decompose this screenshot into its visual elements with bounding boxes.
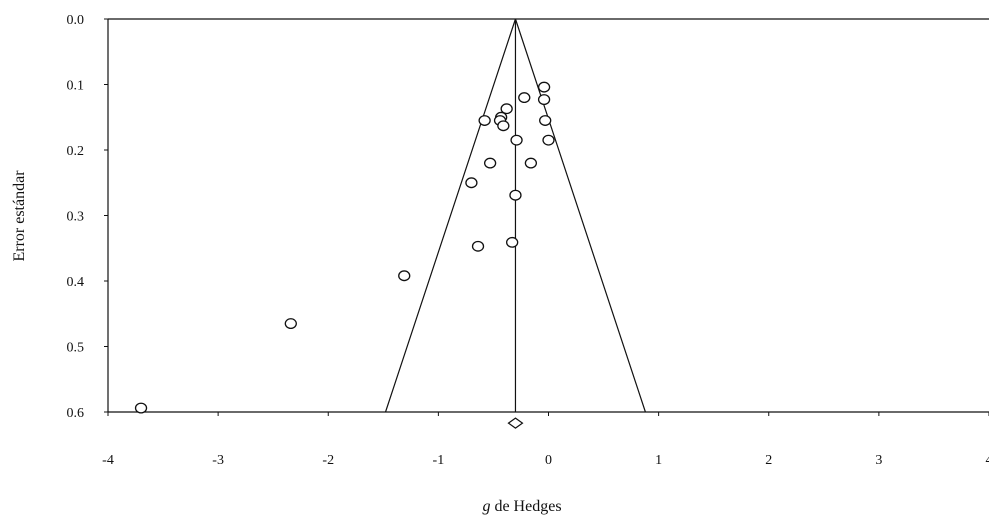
x-tick-label: 4 xyxy=(986,453,989,468)
study-point xyxy=(483,157,497,169)
study-point xyxy=(500,103,513,115)
study-point xyxy=(284,318,297,330)
study-point xyxy=(465,177,478,189)
y-tick-label: 0.6 xyxy=(67,406,85,421)
study-point xyxy=(518,92,531,104)
x-axis-title-text: de Hedges xyxy=(490,498,561,515)
y-tick-label: 0.2 xyxy=(67,144,85,159)
x-axis-title: g de Hedges xyxy=(482,498,561,515)
study-point xyxy=(134,402,148,414)
study-point xyxy=(510,134,523,146)
study-point xyxy=(478,115,491,126)
study-point xyxy=(506,236,519,248)
y-tick-label: 0.4 xyxy=(67,275,85,290)
y-axis-title: Error estándar xyxy=(11,170,28,262)
y-tick-label: 0.1 xyxy=(67,79,85,94)
study-point xyxy=(542,134,555,146)
funnel-left-line xyxy=(384,18,517,413)
data-points xyxy=(134,81,555,414)
x-tick-label: -3 xyxy=(212,453,224,468)
axes xyxy=(107,18,989,413)
summary-diamond xyxy=(507,417,524,429)
y-tick-label: 0.3 xyxy=(67,210,85,225)
ticks: -4 -3 -2 -1 0 1 2 3 4 0.0 0.1 0.2 0.3 0.4 0.5 0.6 xyxy=(67,13,989,468)
study-point xyxy=(497,120,510,132)
x-tick-label: -1 xyxy=(433,453,445,468)
y-tick-label: 0.0 xyxy=(67,13,85,28)
study-point xyxy=(471,240,485,252)
x-axis-title-symbol: g xyxy=(482,498,490,515)
study-point xyxy=(509,189,522,201)
x-tick-label: 2 xyxy=(765,453,772,468)
funnel xyxy=(384,18,646,413)
x-tick-label: 1 xyxy=(655,453,662,468)
study-point xyxy=(539,115,552,126)
x-tick-label: -4 xyxy=(102,453,114,468)
study-point xyxy=(537,81,551,93)
funnel-right-line xyxy=(514,18,646,413)
study-point xyxy=(537,94,551,106)
y-tick-label: 0.5 xyxy=(67,341,85,356)
x-tick-label: -2 xyxy=(322,453,334,468)
x-tick-label: 0 xyxy=(545,453,552,468)
study-point xyxy=(398,270,411,282)
x-tick-label: 3 xyxy=(875,453,882,468)
study-point xyxy=(524,157,538,169)
